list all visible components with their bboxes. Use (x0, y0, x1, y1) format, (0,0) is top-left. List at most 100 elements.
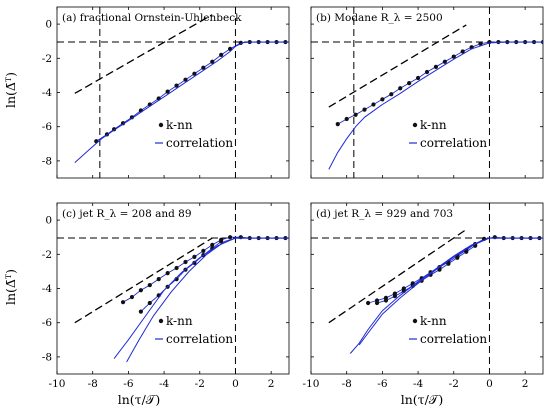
panel-0: 0 -2 -4 -6 -8 (a) fractional Ornstein-Uhlenbe… (42, 6, 290, 179)
x-tick-label: -10 (49, 378, 66, 390)
knn-point (201, 248, 206, 253)
x-tick-label: -8 (88, 378, 98, 390)
knn-point (335, 122, 340, 127)
knn-point (392, 294, 397, 299)
knn-point (389, 92, 394, 97)
correlation-curve (74, 41, 289, 163)
knn-point (147, 300, 152, 306)
legend-label-knn: k-nn (420, 118, 447, 132)
legend-knn-marker (412, 122, 418, 128)
x-tick-label: 0 (486, 378, 493, 390)
legend-label-correlation: correlation (166, 332, 233, 346)
y-tick-label: -2 (42, 53, 52, 65)
legend-knn-marker (158, 122, 164, 128)
x-axis-label-right: ln(τ/𝒯) (401, 392, 444, 407)
legend-label-correlation: correlation (420, 136, 487, 150)
knn-point (192, 254, 197, 259)
legend-knn-marker (412, 318, 418, 324)
knn-point (424, 69, 430, 75)
panels-group: 0 -2 -4 -6 -8 (a) fractional Ornstein-Uhlenbe… (42, 6, 544, 390)
y-tick-label: -4 (42, 283, 53, 295)
knn-point (415, 75, 421, 81)
correlation-curve (358, 237, 543, 346)
knn-point (374, 300, 380, 306)
guide-slope-line (74, 14, 213, 94)
y-tick-label: -8 (42, 155, 52, 167)
knn-point (192, 71, 197, 76)
x-tick-label: -6 (123, 378, 134, 390)
knn-point (437, 267, 442, 272)
knn-point (451, 54, 456, 59)
knn-point (156, 276, 161, 282)
knn-point (353, 112, 358, 117)
plot-content (57, 7, 289, 178)
plot-content (57, 203, 289, 374)
x-tick-label: -2 (449, 378, 459, 390)
x-tick-label: 0 (232, 378, 239, 390)
panel-2: -10 -8 -6 -4 -2 0 2 0 -2 -4 -6 -8 (c) jet R_λ = 208 … (42, 202, 290, 390)
x-tick-label: 2 (268, 378, 275, 390)
knn-point (371, 102, 376, 107)
guide-slope-line (74, 237, 213, 324)
panel-title: (c) jet R_λ = 208 and 89 (62, 208, 192, 220)
y-tick-label: -6 (42, 317, 53, 329)
knn-point (366, 300, 371, 306)
knn-point (129, 294, 135, 300)
y-tick-label: 0 (45, 215, 52, 227)
knn-point (174, 265, 179, 271)
knn-point (138, 288, 143, 293)
legend: k-nn correlation (409, 314, 487, 346)
knn-point (407, 80, 412, 86)
legend: k-nn correlation (155, 118, 233, 150)
knn-point (383, 298, 389, 303)
knn-point (455, 255, 460, 260)
knn-point (238, 235, 243, 240)
plot-area-frame (310, 202, 544, 375)
legend-label-knn: k-nn (166, 314, 193, 328)
knn-point (129, 115, 135, 120)
panel-1: (b) Modane R_λ = 2500 k-nn correlation (310, 6, 544, 179)
knn-point (147, 282, 152, 288)
legend-knn-marker (158, 318, 164, 324)
y-tick-label: -2 (42, 249, 52, 261)
panel-title: (a) fractional Ornstein-Uhlenbeck (62, 12, 242, 24)
knn-point (492, 235, 497, 240)
guide-slope-line (328, 228, 467, 324)
knn-point (380, 97, 385, 102)
knn-point (442, 59, 447, 64)
legend: k-nn correlation (155, 314, 233, 346)
knn-point (210, 59, 215, 64)
legend-label-correlation: correlation (420, 332, 487, 346)
legend-label-knn: k-nn (420, 314, 447, 328)
knn-point (464, 249, 469, 254)
y-tick-label: 0 (45, 19, 52, 31)
knn-point (228, 235, 233, 240)
legend-label-knn: k-nn (166, 118, 193, 132)
x-tick-label: -8 (342, 378, 352, 390)
knn-point (460, 49, 465, 54)
knn-point (398, 86, 403, 91)
x-tick-label: -4 (159, 378, 170, 390)
knn-point (362, 107, 367, 112)
knn-point (478, 41, 483, 46)
knn-point (219, 239, 224, 244)
guide-slope-line (328, 24, 467, 108)
panel-title: (b) Modane R_λ = 2500 (316, 12, 443, 24)
knn-point (183, 259, 188, 265)
knn-point (174, 83, 179, 88)
knn-point (165, 271, 170, 276)
legend-label-correlation: correlation (166, 136, 233, 150)
correlation-curve (126, 237, 289, 363)
y-tick-label: -6 (42, 121, 53, 133)
plot-area-frame (56, 6, 290, 179)
y-tick-label: -8 (42, 351, 52, 363)
knn-point (446, 261, 451, 266)
panel-title: (d) jet R_λ = 929 and 703 (316, 208, 453, 220)
plot-content (311, 7, 543, 178)
knn-point (165, 89, 170, 94)
knn-point (210, 242, 215, 247)
x-tick-label: -4 (413, 378, 424, 390)
y-axis-label-bottom: ln(Δ̄ᵀ) (3, 269, 18, 305)
knn-point (183, 77, 188, 82)
